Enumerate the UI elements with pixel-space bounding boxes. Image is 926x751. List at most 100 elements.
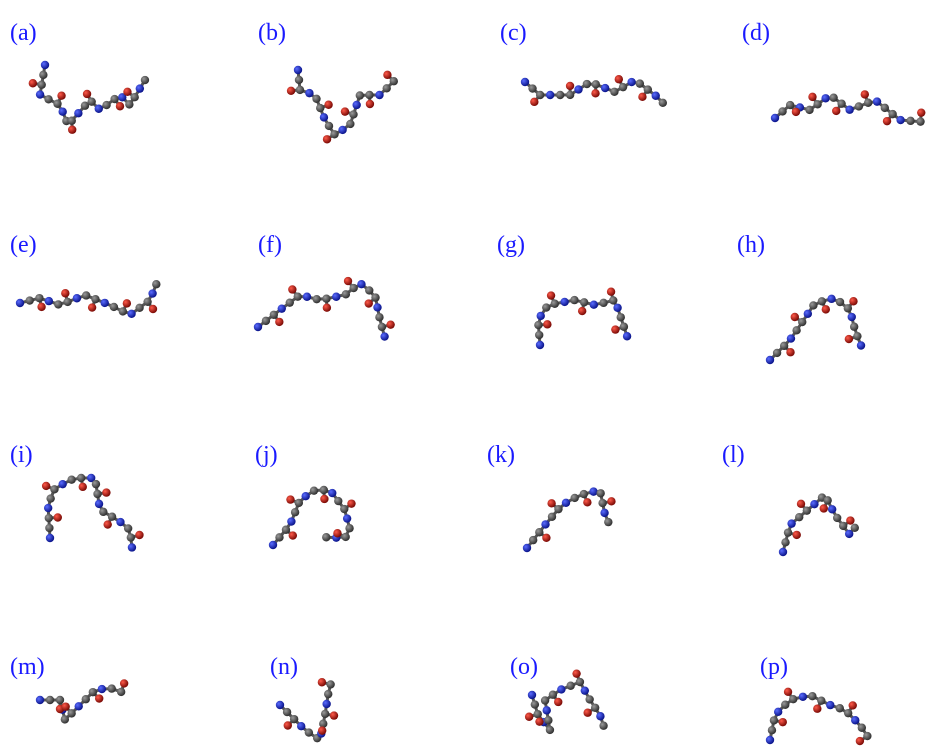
atom (779, 341, 789, 351)
atom (41, 481, 51, 491)
atom (316, 103, 325, 113)
atom (536, 311, 545, 321)
atom (600, 508, 609, 518)
atom (324, 121, 334, 131)
atom (148, 289, 157, 298)
atom (591, 89, 600, 98)
atom (35, 293, 44, 303)
atom (791, 107, 801, 117)
atom (547, 499, 556, 508)
atom (575, 677, 585, 687)
atom (585, 695, 594, 704)
atom (61, 289, 70, 298)
atom (591, 80, 601, 89)
atom (826, 700, 835, 710)
atom (253, 322, 263, 332)
atom (583, 708, 592, 717)
atom (82, 89, 92, 99)
molecule (28, 60, 150, 134)
atom (91, 294, 100, 304)
atom (837, 99, 846, 108)
atom (854, 102, 864, 111)
atom (832, 513, 842, 523)
atom (35, 90, 45, 99)
atom (832, 106, 841, 116)
atom (535, 90, 545, 100)
atom (302, 292, 312, 301)
panel: (i) (10, 442, 144, 552)
atom (347, 499, 356, 508)
atom (67, 475, 76, 484)
atom (570, 295, 579, 305)
atom (851, 716, 860, 725)
atom (329, 711, 339, 720)
atom (843, 708, 853, 718)
atom (917, 108, 926, 117)
atom (583, 498, 592, 507)
atom (277, 304, 286, 313)
atom (596, 712, 605, 721)
atom (320, 494, 329, 504)
atom (599, 298, 608, 308)
atom (322, 294, 331, 303)
atom (843, 304, 853, 313)
atom (855, 736, 865, 746)
atom (778, 107, 787, 116)
molecule (520, 75, 668, 108)
atom (341, 290, 351, 299)
atom (638, 92, 647, 102)
atom (135, 530, 144, 540)
molecule (268, 485, 356, 550)
atom (135, 84, 145, 93)
atom (340, 107, 350, 116)
atom (100, 298, 109, 308)
panel-label: (a) (10, 20, 37, 46)
atom (45, 523, 54, 533)
atom (290, 508, 300, 517)
atom (305, 88, 314, 98)
atom (577, 306, 587, 316)
molecule (275, 678, 339, 743)
atom (849, 297, 858, 306)
molecule (253, 276, 395, 341)
atom (309, 486, 319, 495)
atom (45, 695, 55, 705)
atom (322, 303, 332, 312)
atom (533, 709, 542, 719)
atom (565, 81, 575, 91)
atom (554, 504, 563, 514)
molecule (286, 65, 398, 144)
atom (619, 322, 629, 331)
atom (35, 695, 45, 705)
panel: (g) (497, 232, 632, 350)
atom (81, 291, 91, 300)
panel-label: (l) (722, 442, 745, 468)
atom (282, 707, 292, 717)
atom (570, 493, 579, 503)
atom (37, 302, 46, 312)
atom (54, 300, 63, 309)
atom (285, 298, 294, 307)
atom (72, 294, 82, 303)
atom (143, 297, 152, 307)
atom (589, 487, 598, 496)
atom (340, 504, 349, 514)
atom (835, 297, 845, 307)
molecule (534, 287, 632, 350)
atom (275, 317, 284, 327)
atom (781, 700, 790, 709)
atom (888, 109, 897, 119)
atom (55, 695, 65, 705)
atom (560, 297, 569, 307)
panel: (o) (510, 654, 608, 735)
atom (294, 498, 304, 508)
atom (542, 533, 551, 542)
atom (607, 497, 616, 506)
atom (778, 717, 787, 727)
atom (803, 309, 813, 318)
atom (322, 699, 331, 709)
atom (643, 85, 653, 94)
atom (787, 519, 796, 528)
atom (338, 125, 347, 135)
